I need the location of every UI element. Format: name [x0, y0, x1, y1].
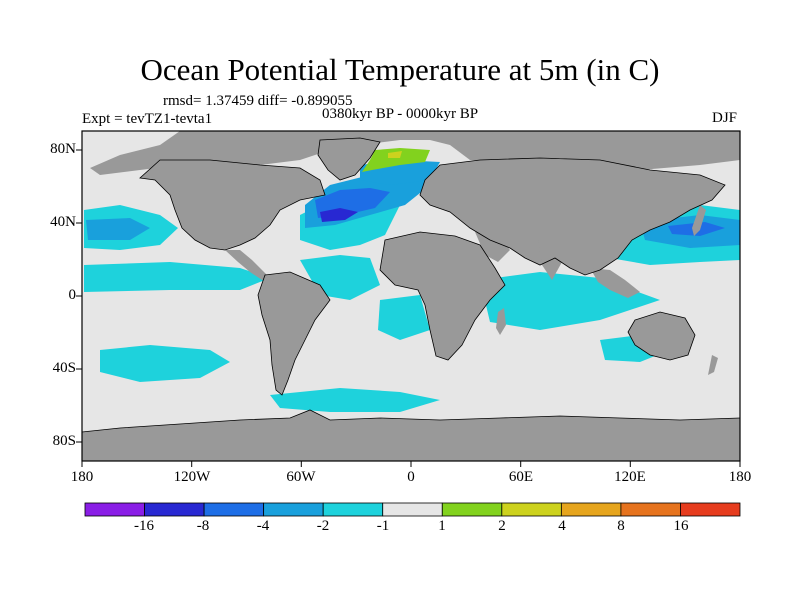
plot-title: Ocean Potential Temperature at 5m (in C)	[140, 52, 660, 87]
colorbar-label: 2	[498, 518, 506, 534]
stats-label: rmsd= 1.37459 diff= -0.899055	[163, 93, 353, 109]
colorbar-box	[263, 502, 324, 517]
anomaly-se-atlantic	[378, 295, 430, 340]
coast-antarctica	[81, 409, 741, 433]
lon-label-0: 0	[407, 469, 415, 485]
central-america	[225, 250, 270, 280]
colorbar-label: 16	[673, 518, 689, 534]
anomaly-southern-ocean	[270, 388, 440, 412]
period-label: 0380kyr BP - 0000kyr BP	[322, 106, 479, 122]
colorbar-box	[560, 502, 622, 517]
lon-label-180e: 180	[728, 469, 752, 485]
colorbar-box	[680, 502, 741, 517]
colorbar-label: -16	[134, 518, 154, 534]
lon-label-60e: 60E	[508, 469, 534, 485]
coast-africa	[379, 231, 506, 361]
greenland	[318, 138, 380, 180]
lat-label-40n: 40N	[50, 214, 76, 230]
colorbar-box	[322, 502, 384, 517]
colorbar-box	[620, 502, 681, 517]
lon-label-120w: 120W	[173, 469, 211, 485]
lat-label-80s: 80S	[52, 433, 76, 449]
lat-label-80n: 80N	[50, 141, 76, 157]
new-zealand	[708, 355, 718, 375]
coast-north-america	[139, 159, 326, 251]
coast-south-america	[257, 271, 331, 396]
anomaly-greenland-sea-core	[388, 151, 402, 158]
colorbar-label: 8	[617, 518, 625, 534]
colorbar-label: -4	[256, 518, 270, 534]
coast-australia	[627, 311, 696, 361]
coast-greenland	[317, 137, 381, 181]
lat-label-40s: 40S	[52, 360, 76, 376]
anomaly-n-atlantic-core	[320, 208, 358, 222]
anomaly-s-pacific	[100, 345, 230, 382]
north-america	[140, 160, 325, 250]
axis-ticks	[76, 149, 741, 467]
coast-eurasia	[419, 157, 726, 276]
anomaly-equatorial-pacific	[84, 262, 270, 292]
colorbar-box	[501, 502, 562, 517]
anomaly-n-pacific-core	[86, 218, 150, 240]
lon-label-180w: 180	[70, 469, 94, 485]
southeast-asia	[590, 268, 640, 298]
colorbar-label: 1	[438, 518, 446, 534]
coastlines	[81, 137, 741, 433]
south-america	[258, 272, 330, 395]
colorbar-box	[84, 502, 145, 517]
colorbar-label: 4	[558, 518, 566, 534]
anomaly-greenland-sea	[362, 148, 430, 172]
lon-label-120e: 120E	[614, 469, 646, 485]
colorbar-box	[144, 502, 205, 517]
season-label: DJF	[712, 110, 738, 126]
colorbar	[84, 502, 741, 517]
lon-label-60w: 60W	[286, 469, 316, 485]
japan	[692, 205, 706, 236]
arabia	[475, 232, 510, 262]
lat-label-0: 0	[68, 287, 77, 303]
madagascar	[496, 308, 506, 335]
colorbar-label: -2	[316, 518, 330, 534]
colorbar-box	[441, 502, 503, 517]
colorbar-box	[382, 502, 443, 517]
africa	[380, 232, 505, 360]
colorbar-label: -1	[376, 518, 390, 534]
experiment-label: Expt = tevTZ1-tevta1	[82, 111, 213, 127]
australia	[628, 312, 695, 360]
colorbar-box	[203, 502, 265, 517]
colorbar-label: -8	[196, 518, 210, 534]
antarctica	[82, 410, 740, 461]
eurasia	[420, 158, 725, 275]
